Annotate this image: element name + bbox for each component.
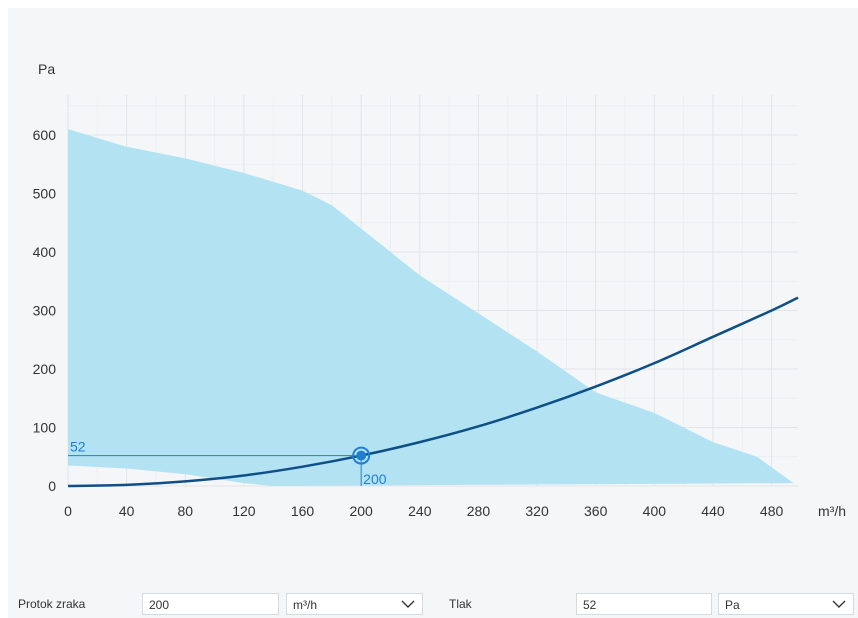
x-tick-label: 160 — [291, 503, 315, 519]
pressure-unit-select[interactable]: Pa — [718, 593, 854, 615]
flow-input[interactable]: 200 — [142, 593, 279, 615]
operating-point-y-label: 52 — [70, 439, 86, 455]
x-tick-label: 280 — [467, 503, 491, 519]
x-tick-label: 320 — [525, 503, 549, 519]
system-curve — [67, 296, 799, 488]
x-tick-label: 480 — [760, 503, 784, 519]
chevron-down-icon — [401, 600, 415, 608]
x-tick-label: 40 — [119, 503, 135, 519]
flow-label: Protok zraka — [18, 597, 86, 611]
x-tick-label: 240 — [408, 503, 432, 519]
x-tick-label: 80 — [177, 503, 193, 519]
x-tick-label: 400 — [643, 503, 667, 519]
operating-range-area — [68, 129, 794, 486]
pressure-input[interactable]: 52 — [576, 593, 712, 615]
pressure-unit-value: Pa — [725, 598, 740, 612]
y-tick-label: 400 — [33, 244, 57, 260]
x-tick-label: 440 — [701, 503, 725, 519]
chevron-down-icon — [832, 600, 846, 608]
x-tick-label: 0 — [64, 503, 72, 519]
flow-unit-value: m³/h — [293, 598, 317, 612]
y-tick-label: 500 — [33, 186, 57, 202]
operating-point-marker[interactable] — [356, 450, 367, 461]
y-tick-label: 600 — [33, 127, 57, 143]
y-tick-label: 300 — [33, 303, 57, 319]
pressure-label: Tlak — [449, 597, 472, 611]
operating-point-x-label: 200 — [363, 471, 387, 487]
flow-unit-select[interactable]: m³/h — [286, 593, 423, 615]
y-tick-label: 100 — [33, 420, 57, 436]
operating-point-form: Protok zraka 200 m³/h Tlak 52 Pa — [0, 592, 858, 618]
y-axis-label: Pa — [38, 61, 55, 77]
x-tick-label: 120 — [232, 503, 256, 519]
y-tick-label: 200 — [33, 361, 57, 377]
y-tick-label: 0 — [48, 478, 56, 494]
chart: 0 100 200 300 400 500 600 0 40 80 120 160 200 240 280… — [33, 61, 846, 519]
x-axis-ticks: 0 40 80 120 160 200 240 280 320 360 400 440 480 — [64, 503, 783, 519]
y-axis-ticks: 0 100 200 300 400 500 600 — [33, 127, 57, 494]
x-tick-label: 200 — [349, 503, 373, 519]
x-tick-label: 360 — [584, 503, 608, 519]
operating-point-ring[interactable] — [352, 446, 371, 465]
x-axis-label: m³/h — [818, 503, 846, 519]
